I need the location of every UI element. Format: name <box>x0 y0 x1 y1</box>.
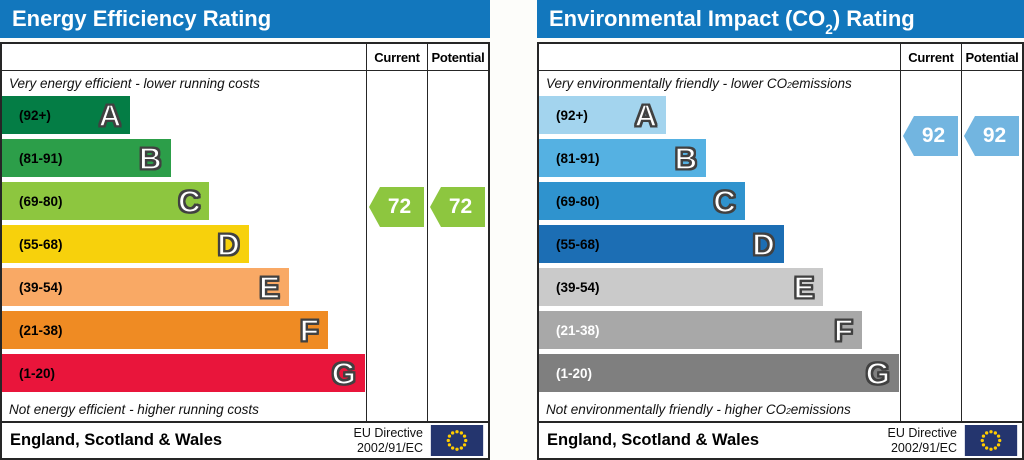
env-chart-title: Environmental Impact (CO2) Rating <box>537 0 1024 38</box>
band-c: (69-80) C <box>2 182 210 220</box>
band-b: (81-91) B <box>539 139 707 177</box>
energy-chart-table: Current Potential Very energy efficient … <box>0 42 490 460</box>
energy-potential-column-header: Potential <box>427 44 488 70</box>
directive-line1: EU Directive <box>887 426 957 441</box>
band-range-label: (92+) <box>556 107 588 123</box>
band-letter: E <box>258 269 280 305</box>
env-bottom-caption-suffix: emissions <box>790 401 851 417</box>
directive-line2: 2002/91/EC <box>890 440 957 455</box>
env-current-column: 92 <box>900 71 961 421</box>
band-g: (1-20) G <box>539 354 899 392</box>
energy-rating-header-cell <box>2 44 366 70</box>
directive-line1: EU Directive <box>353 426 423 441</box>
env-rating-area: Very environmentally friendly - lower CO… <box>539 71 900 421</box>
energy-potential-arrow: 72 <box>430 187 485 227</box>
eu-flag-icon <box>964 425 1018 456</box>
band-range-label: (21-38) <box>19 322 63 338</box>
env-chart-title-suffix: ) Rating <box>832 6 915 31</box>
env-current-column-header: Current <box>900 44 961 70</box>
band-letter: D <box>752 226 776 262</box>
eu-flag-icon <box>430 425 484 456</box>
energy-current-arrow: 72 <box>369 187 424 227</box>
energy-potential-column: 72 <box>427 71 488 421</box>
band-b: (81-91) B <box>2 139 171 177</box>
env-bottom-caption-text: Not environmentally friendly - higher CO <box>546 401 787 417</box>
env-potential-column-header: Potential <box>961 44 1022 70</box>
env-potential-arrow: 92 <box>964 116 1019 156</box>
band-range-label: (55-68) <box>556 236 600 252</box>
band-e: (39-54) E <box>539 268 824 306</box>
band-d: (55-68) D <box>539 225 784 263</box>
band-letter: C <box>713 183 737 219</box>
environmental-impact-chart: Environmental Impact (CO2) Rating Curren… <box>537 0 1024 460</box>
energy-chart-body: Very energy efficient - lower running co… <box>2 71 488 421</box>
band-range-label: (69-80) <box>556 193 600 209</box>
band-letter: E <box>793 269 815 305</box>
band-letter: F <box>299 312 320 348</box>
energy-current-column: 72 <box>366 71 427 421</box>
energy-footer-row: England, Scotland & Wales EU Directive 2… <box>2 421 488 458</box>
band-d: (55-68) D <box>2 225 249 263</box>
band-range-label: (1-20) <box>19 365 56 381</box>
band-letter: B <box>674 140 698 176</box>
energy-chart-title: Energy Efficiency Rating <box>0 0 490 38</box>
energy-region-label: England, Scotland & Wales <box>10 431 223 449</box>
band-f: (21-38) F <box>2 311 328 349</box>
env-bottom-caption: Not environmentally friendly - higher CO… <box>546 401 851 417</box>
env-current-arrow: 92 <box>903 116 958 156</box>
env-chart-table: Current Potential Very environmentally f… <box>537 42 1024 460</box>
env-rating-header-cell <box>539 44 900 70</box>
env-potential-value: 92 <box>982 124 1007 147</box>
band-letter: D <box>217 226 241 262</box>
band-range-label: (1-20) <box>556 365 593 381</box>
env-region-label: England, Scotland & Wales <box>547 431 760 449</box>
env-eu-directive-label: EU Directive 2002/91/EC <box>888 426 957 455</box>
env-potential-column: 92 <box>961 71 1022 421</box>
directive-line2: 2002/91/EC <box>356 440 423 455</box>
env-chart-title-text: Environmental Impact (CO <box>549 6 826 31</box>
energy-header-row: Current Potential <box>2 44 488 71</box>
band-letter: G <box>331 355 357 391</box>
energy-eu-directive-label: EU Directive 2002/91/EC <box>354 426 423 455</box>
band-range-label: (81-91) <box>556 150 600 166</box>
env-title-subscript: 2 <box>825 22 833 38</box>
energy-current-value: 72 <box>387 195 412 218</box>
band-f: (21-38) F <box>539 311 863 349</box>
band-g: (1-20) G <box>2 354 365 392</box>
band-letter: A <box>634 97 658 133</box>
env-top-caption-text: Very environmentally friendly - lower CO <box>546 76 788 91</box>
energy-chart-title-text: Energy Efficiency Rating <box>12 6 272 31</box>
env-footer-row: England, Scotland & Wales EU Directive 2… <box>539 421 1022 458</box>
band-range-label: (92+) <box>19 107 51 123</box>
energy-potential-value: 72 <box>448 195 473 218</box>
env-bands: (92+) A (81-91) B (69-80) C (55-68) D (39-54) E (2… <box>539 96 900 397</box>
band-range-label: (39-54) <box>19 279 63 295</box>
energy-bottom-caption: Not energy efficient - higher running co… <box>9 401 259 417</box>
env-top-caption: Very environmentally friendly - lower CO… <box>546 76 852 91</box>
energy-top-caption: Very energy efficient - lower running co… <box>9 76 260 91</box>
energy-current-column-header: Current <box>366 44 427 70</box>
band-e: (39-54) E <box>2 268 289 306</box>
band-letter: C <box>177 183 201 219</box>
band-letter: G <box>865 355 891 391</box>
band-range-label: (21-38) <box>556 322 600 338</box>
band-range-label: (39-54) <box>556 279 600 295</box>
band-range-label: (69-80) <box>19 193 63 209</box>
env-header-row: Current Potential <box>539 44 1022 71</box>
band-letter: F <box>833 312 854 348</box>
band-a: (92+) A <box>539 96 667 134</box>
band-letter: A <box>98 97 122 133</box>
env-top-caption-suffix: emissions <box>791 76 852 91</box>
env-chart-body: Very environmentally friendly - lower CO… <box>539 71 1022 421</box>
band-letter: B <box>138 140 162 176</box>
energy-rating-area: Very energy efficient - lower running co… <box>2 71 366 421</box>
band-range-label: (81-91) <box>19 150 63 166</box>
band-c: (69-80) C <box>539 182 745 220</box>
band-range-label: (55-68) <box>19 236 63 252</box>
energy-efficiency-chart: Energy Efficiency Rating Current Potenti… <box>0 0 490 460</box>
band-a: (92+) A <box>2 96 131 134</box>
energy-bands: (92+) A (81-91) B (69-80) C (55-68) D (39-54) E (2… <box>2 96 366 397</box>
env-current-value: 92 <box>921 124 946 147</box>
